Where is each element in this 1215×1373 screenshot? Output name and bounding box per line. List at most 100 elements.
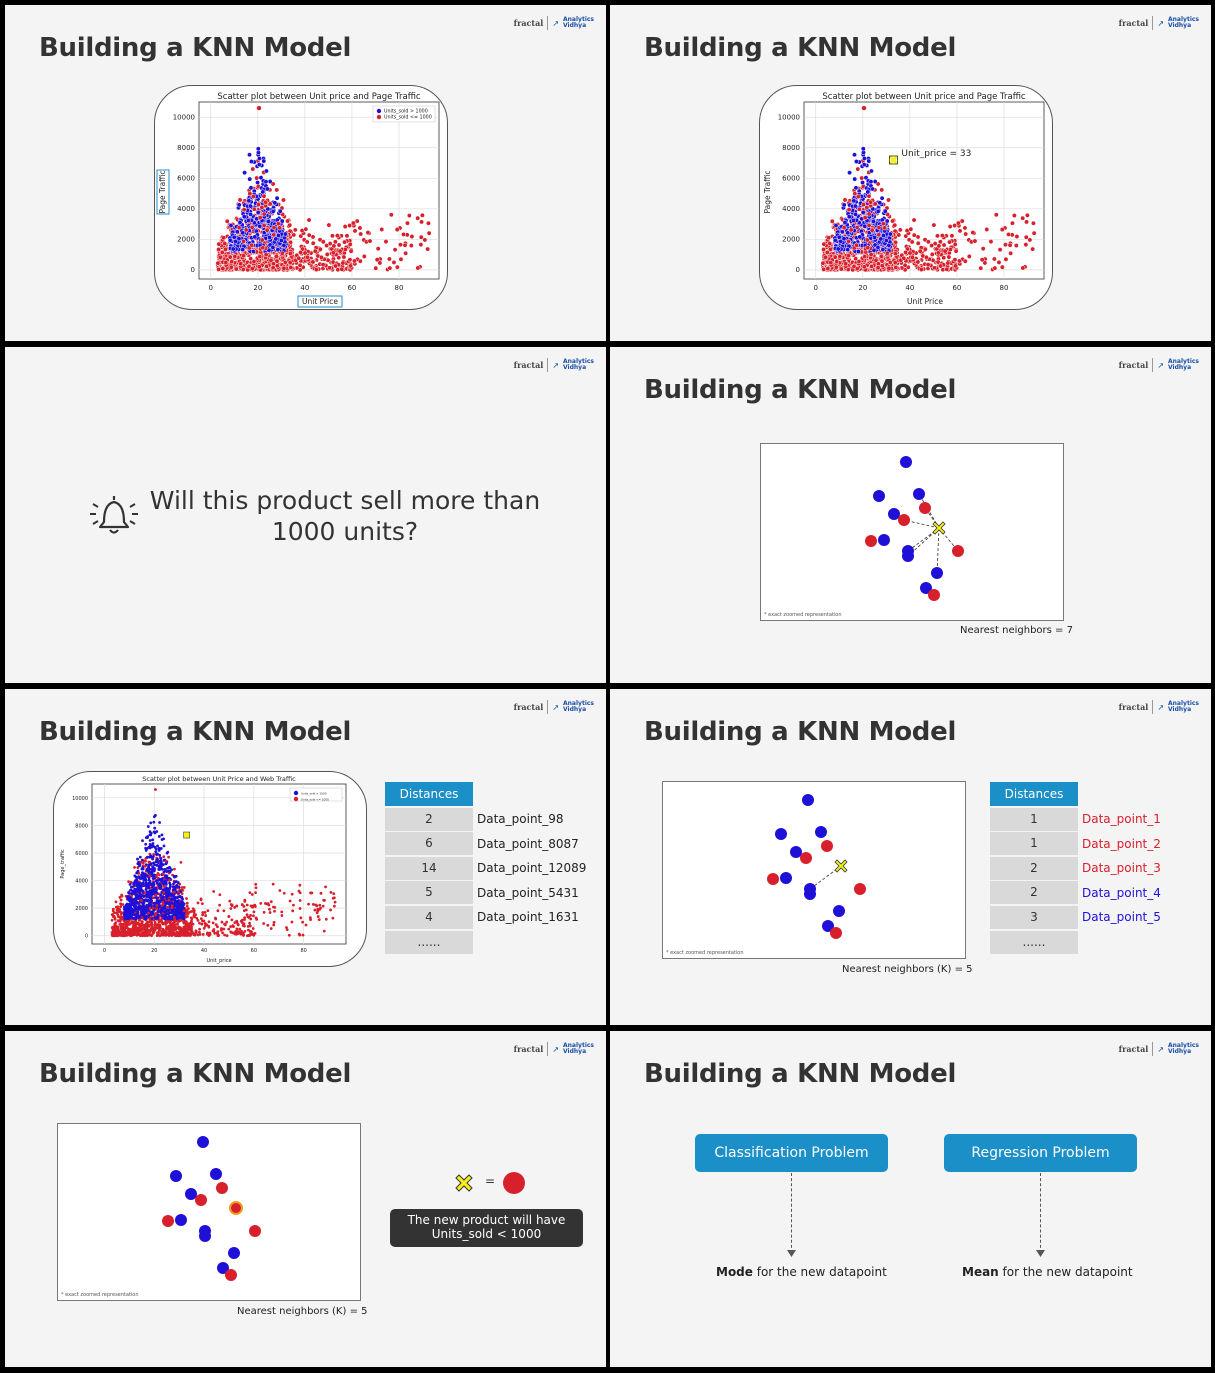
data-point-red xyxy=(301,933,305,937)
data-point-red xyxy=(272,905,275,909)
question-text: Will this product sell more than 1000 un… xyxy=(149,486,541,546)
data-point-red xyxy=(116,925,120,929)
chart-title: Scatter plot between Unit price and Page… xyxy=(822,92,1026,102)
data-point-red xyxy=(237,197,243,203)
data-point-red xyxy=(879,258,885,264)
data-point-red xyxy=(999,264,1005,270)
data-point-blue xyxy=(242,170,248,176)
data-point-red xyxy=(834,259,840,265)
data-point-red xyxy=(273,253,279,259)
scatter-points xyxy=(215,105,432,273)
data-point-red xyxy=(348,248,354,254)
data-point-red xyxy=(111,928,115,932)
data-point-blue xyxy=(138,894,141,898)
data-point-red xyxy=(247,928,250,932)
data-point-red xyxy=(235,927,239,931)
knn-neighbors-diagram: * exact zoomed representation xyxy=(760,443,1064,621)
data-point-red xyxy=(206,909,210,913)
data-point-red xyxy=(252,910,256,914)
data-point-red xyxy=(375,246,381,252)
data-point-red xyxy=(426,230,432,236)
data-point-blue xyxy=(149,897,153,901)
logo-text-1: Analytics xyxy=(563,358,594,365)
data-point-blue xyxy=(233,238,239,244)
data-point-blue xyxy=(872,234,878,240)
chart-title: Scatter plot between Unit price and Page… xyxy=(217,92,421,102)
data-point-red xyxy=(329,908,333,912)
slide-title: Building a KNN Model xyxy=(39,33,352,63)
data-point-blue xyxy=(152,861,155,865)
knn-data-point xyxy=(898,514,910,526)
data-point-red xyxy=(959,218,965,224)
data-point-red xyxy=(225,920,229,924)
data-point-blue xyxy=(138,883,141,886)
data-point-red xyxy=(822,254,828,260)
data-point-blue xyxy=(167,914,171,918)
neighbor-distance-line xyxy=(936,527,940,574)
x-tick-label: 20 xyxy=(253,284,262,292)
data-point-red xyxy=(880,221,886,227)
data-point-red xyxy=(962,225,968,231)
data-point-red xyxy=(236,922,240,926)
data-point-red xyxy=(320,262,326,268)
data-point-red xyxy=(893,265,899,270)
data-point-blue xyxy=(281,242,287,248)
data-point-red xyxy=(855,194,861,199)
data-point-red xyxy=(241,238,247,244)
data-point-blue xyxy=(151,865,155,869)
data-point-red xyxy=(298,883,302,887)
data-point-blue xyxy=(832,237,838,243)
data-point-red xyxy=(406,213,412,218)
data-point-red xyxy=(829,218,835,224)
y-tick-label: 8000 xyxy=(177,144,195,152)
data-point-red xyxy=(332,896,336,900)
data-point-red xyxy=(218,893,222,897)
data-point-red xyxy=(200,902,204,906)
data-point-red xyxy=(383,239,389,245)
y-tick-label: 10000 xyxy=(778,113,800,121)
data-point-red xyxy=(902,262,908,268)
data-point-red xyxy=(191,907,195,911)
data-point-blue xyxy=(273,236,279,242)
data-point-red xyxy=(846,253,852,259)
knn-data-point xyxy=(913,488,925,500)
slide-title: Building a KNN Model xyxy=(644,33,957,63)
data-point-red xyxy=(182,886,186,889)
nearest-neighbors-caption: Nearest neighbors = 7 xyxy=(960,625,1073,636)
data-point-red xyxy=(342,246,348,252)
data-point-red xyxy=(935,233,940,239)
data-point-red xyxy=(854,242,860,248)
data-point-blue xyxy=(159,867,163,871)
data-point-red xyxy=(241,207,247,213)
data-point-blue xyxy=(175,900,179,904)
data-point-red xyxy=(419,212,425,218)
data-point-red xyxy=(267,903,271,907)
data-point-red xyxy=(220,266,226,272)
data-point-red xyxy=(929,243,935,249)
data-point-red xyxy=(196,901,200,905)
data-point-blue xyxy=(279,218,285,224)
data-point-red xyxy=(245,903,249,907)
y-tick-label: 10000 xyxy=(72,796,88,802)
data-point-blue xyxy=(128,882,132,886)
data-point-red xyxy=(322,929,326,933)
data-point-red xyxy=(861,105,867,111)
scatter-points xyxy=(820,105,1037,273)
data-point-red xyxy=(855,166,861,172)
data-point-blue xyxy=(857,234,863,240)
data-point-red xyxy=(955,220,961,226)
data-point-blue xyxy=(147,898,150,902)
data-point-red xyxy=(142,926,145,930)
logo-text-2: Vidhya xyxy=(563,22,587,29)
zoom-note: * exact zoomed representation xyxy=(764,612,842,618)
data-point-blue xyxy=(836,234,842,240)
knn-data-point xyxy=(952,545,964,557)
data-point-red xyxy=(268,257,274,263)
fractal-logo: fractal xyxy=(513,360,544,370)
data-point-blue xyxy=(261,158,267,164)
data-point-red xyxy=(962,258,968,264)
data-point-blue xyxy=(158,821,162,824)
data-point-red xyxy=(229,259,235,265)
data-point-blue xyxy=(160,833,164,837)
x-tick-label: 40 xyxy=(201,948,207,954)
